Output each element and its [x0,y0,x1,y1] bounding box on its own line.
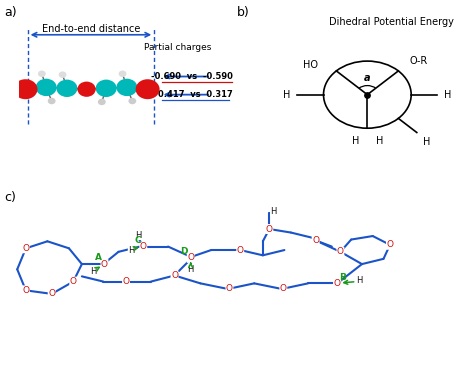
Text: 0.417  vs  0.317: 0.417 vs 0.317 [158,90,233,99]
Text: O: O [266,225,273,234]
Text: O: O [123,277,129,286]
Text: O: O [280,284,287,293]
Text: H: H [444,90,452,100]
Text: A: A [94,254,101,262]
Text: O: O [187,254,194,262]
Circle shape [48,98,55,104]
Text: B: B [339,273,346,282]
Text: O: O [334,279,341,288]
Circle shape [13,79,37,99]
Text: H: H [352,136,359,146]
Text: H: H [422,137,430,147]
Text: O: O [386,240,393,249]
Text: O-R: O-R [410,56,428,65]
Text: D: D [181,247,188,256]
Text: O: O [237,246,244,254]
Text: O: O [22,244,29,253]
Text: O: O [101,260,108,269]
Circle shape [77,82,96,97]
Circle shape [118,71,127,77]
Circle shape [38,71,46,77]
Text: HO: HO [303,60,318,70]
Text: H: H [271,207,277,216]
Circle shape [59,71,66,78]
Text: O: O [22,286,29,295]
Text: H: H [356,276,363,285]
Text: O: O [312,236,319,245]
Text: Dihedral Potential Energy: Dihedral Potential Energy [328,17,454,26]
Text: End-to-end distance: End-to-end distance [42,24,140,34]
Circle shape [128,98,136,104]
Text: a): a) [5,6,18,19]
Text: O: O [334,279,341,288]
Text: O: O [226,284,233,293]
Circle shape [136,79,160,99]
Text: H: H [375,136,383,146]
Circle shape [36,79,57,96]
Text: Partial charges: Partial charges [145,43,212,52]
Text: c): c) [5,191,17,204]
Text: H: H [91,266,97,276]
Circle shape [56,80,77,97]
Text: C: C [135,236,141,245]
Text: H: H [283,90,290,100]
Text: O: O [337,247,344,256]
Text: b): b) [237,6,250,19]
Text: H: H [128,246,135,254]
Text: H: H [135,231,141,240]
Circle shape [98,99,106,105]
Text: O: O [171,271,178,280]
Circle shape [96,80,117,97]
Text: O: O [70,277,77,286]
Text: O: O [48,290,55,298]
Circle shape [117,79,137,96]
Point [364,91,371,98]
Text: O: O [140,242,147,251]
Text: H: H [188,265,194,274]
Text: a: a [364,73,371,83]
Text: -0.690  vs  -0.590: -0.690 vs -0.590 [151,72,233,81]
